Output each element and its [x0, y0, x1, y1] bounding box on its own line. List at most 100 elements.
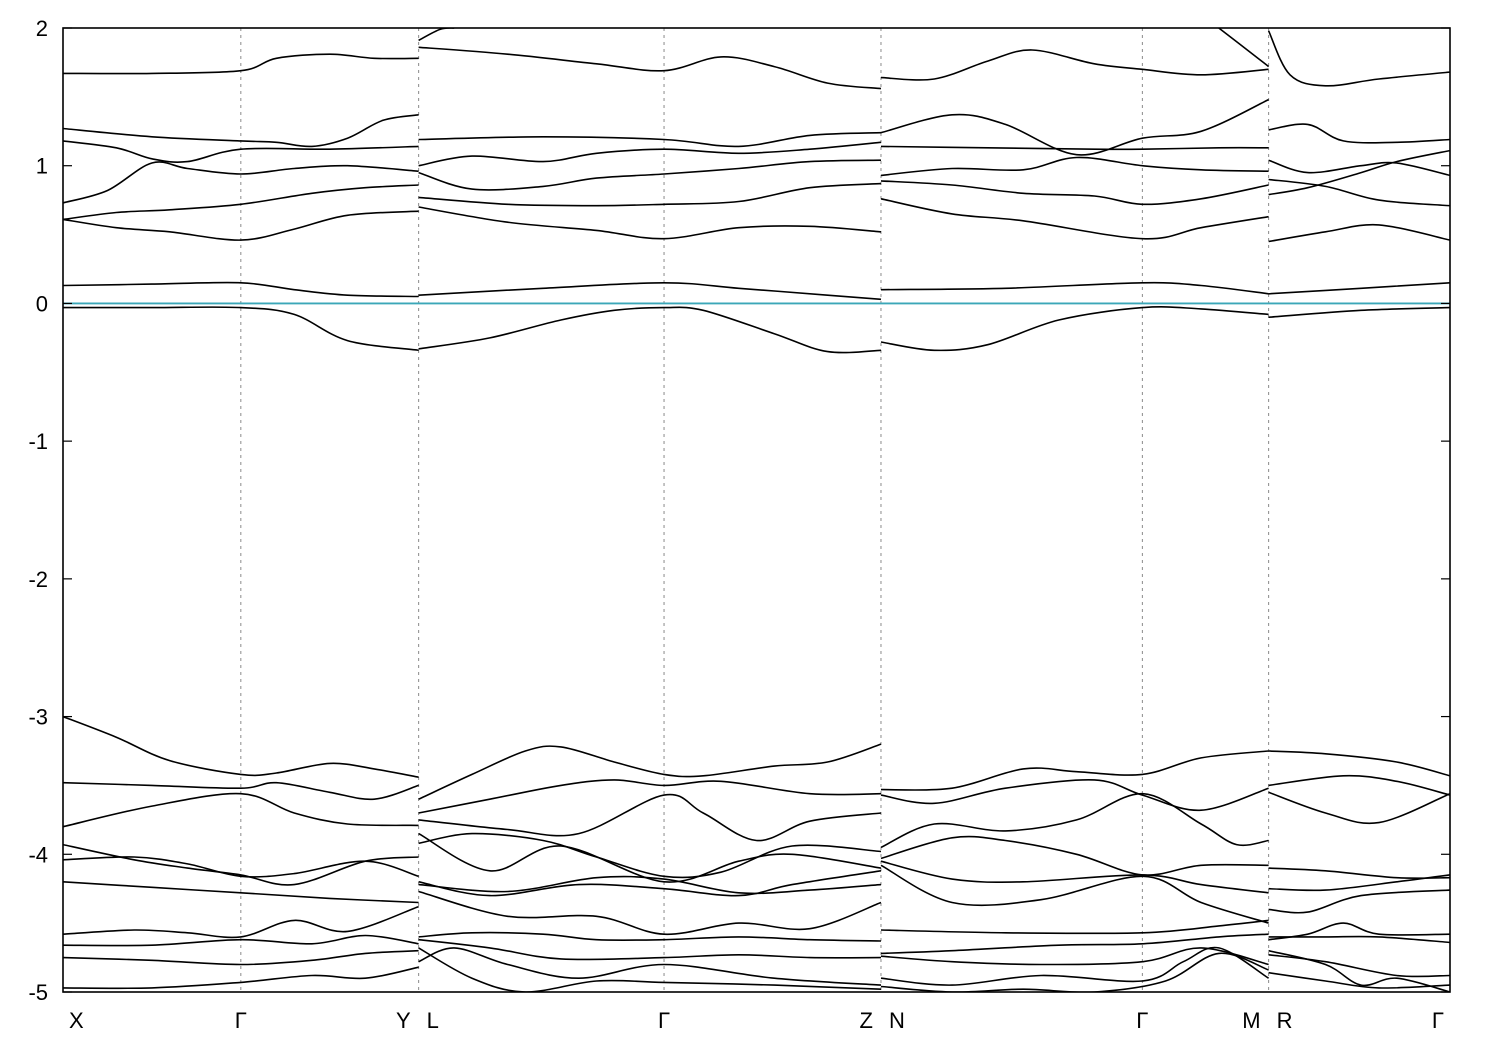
band-line: [418, 793, 882, 842]
band-line: [63, 781, 419, 801]
band-line: [1268, 935, 1450, 944]
band-line: [418, 947, 882, 986]
band-line: [63, 792, 419, 828]
band-line: [418, 870, 882, 897]
band-line: [63, 210, 419, 241]
band-line: [418, 938, 882, 961]
band-line: [880, 281, 1269, 295]
band-line: [63, 53, 419, 75]
band-line: [880, 180, 1269, 206]
band-line: [880, 145, 1269, 151]
band-line: [418, 743, 882, 800]
band-line: [63, 856, 419, 878]
band-line: [1267, 30, 1450, 87]
band-line: [418, 832, 882, 883]
band-line: [880, 860, 1269, 894]
y-tick-label: 0: [36, 291, 48, 316]
x-tick-label: N: [889, 1008, 905, 1033]
y-tick-label: 1: [36, 154, 48, 179]
band-line: [418, 141, 882, 167]
band-line: [63, 843, 419, 886]
band-line: [880, 306, 1269, 352]
band-line: [418, 890, 882, 936]
band-line: [418, 159, 882, 191]
band-line: [418, 28, 455, 42]
band-line: [880, 835, 1269, 876]
band-line: [1268, 282, 1450, 295]
band-line: [63, 934, 419, 947]
band-line: [880, 933, 1269, 955]
band-line: [880, 198, 1269, 240]
y-tick-label: -5: [28, 980, 48, 1005]
x-tick-label: Γ: [235, 1008, 247, 1033]
band-line: [418, 206, 882, 240]
x-tick-label: Γ: [1432, 1008, 1444, 1033]
band-line: [1268, 306, 1450, 318]
band-line: [1218, 28, 1270, 68]
band-line: [63, 966, 419, 990]
band-line: [1268, 949, 1450, 992]
band-line: [1268, 971, 1450, 989]
band-line: [1268, 774, 1450, 796]
band-lines-layer: [63, 28, 1450, 992]
band-line: [880, 156, 1269, 177]
y-tick-label: -4: [28, 842, 48, 867]
band-line: [1268, 791, 1450, 825]
band-line: [880, 792, 1269, 849]
band-line: [1268, 223, 1450, 243]
band-line: [1268, 867, 1450, 879]
band-line: [1268, 874, 1450, 892]
band-line: [880, 750, 1269, 791]
band-line: [418, 182, 882, 207]
kpoint-divider-layer: [240, 28, 1270, 992]
band-line: [418, 46, 882, 90]
band-line: [63, 905, 419, 939]
x-tick-label: Z: [860, 1008, 873, 1033]
x-tick-label: R: [1277, 1008, 1293, 1033]
band-line: [418, 779, 882, 814]
band-line: [63, 306, 419, 352]
x-tick-label: M: [1242, 1008, 1260, 1033]
band-line: [63, 715, 419, 778]
x-tick-label: Γ: [658, 1008, 670, 1033]
band-line: [1268, 178, 1450, 207]
band-line: [63, 881, 419, 904]
band-line: [418, 281, 882, 301]
y-tick-label: 2: [36, 16, 48, 41]
band-line: [880, 952, 1269, 992]
x-tick-label: X: [69, 1008, 84, 1033]
band-line: [63, 281, 419, 298]
band-line: [418, 875, 882, 895]
band-line: [880, 947, 1269, 966]
y-tick-label: -3: [28, 705, 48, 730]
band-line: [63, 114, 419, 148]
band-line: [1268, 123, 1450, 144]
band-line: [63, 140, 419, 163]
x-tick-label: L: [427, 1008, 439, 1033]
band-line: [1268, 954, 1450, 978]
band-line: [418, 931, 882, 942]
x-tick-label: Y: [396, 1008, 411, 1033]
y-tick-label: -2: [28, 567, 48, 592]
band-line: [880, 778, 1269, 812]
plot-frame: [62, 27, 1451, 993]
band-line: [63, 184, 419, 221]
band-line: [1268, 750, 1450, 777]
band-line: [1268, 149, 1450, 196]
band-line: [880, 49, 1269, 81]
band-line: [418, 832, 882, 879]
axis-layer: 2 1 0 -1 -2 -3 -4 -5 X Γ Y L Γ Z N Γ M R Γ: [28, 16, 1450, 1033]
band-line: [418, 947, 882, 992]
band-line: [880, 864, 1269, 924]
band-line: [1268, 159, 1450, 177]
band-line: [418, 306, 882, 354]
y-tick-label: -1: [28, 429, 48, 454]
x-tick-label: Γ: [1136, 1008, 1148, 1033]
band-line: [1268, 889, 1450, 914]
band-line: [880, 946, 1270, 986]
band-line: [63, 949, 419, 966]
band-line: [63, 161, 419, 204]
band-line: [880, 98, 1269, 156]
band-line: [418, 131, 882, 148]
